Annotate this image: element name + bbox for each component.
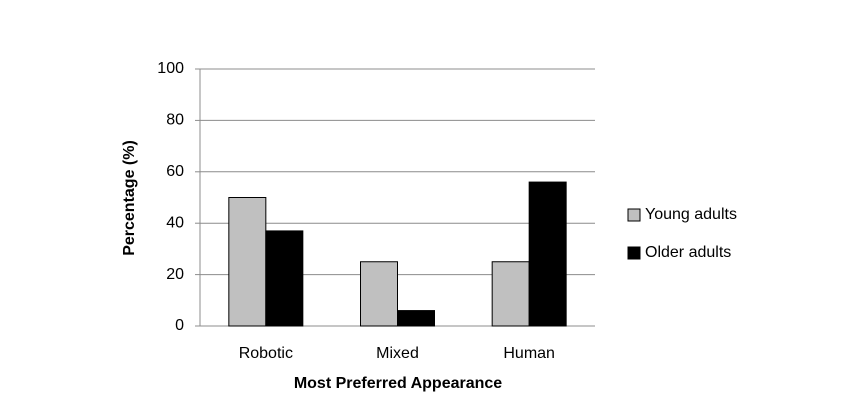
x-tick-label: Robotic — [239, 345, 293, 362]
x-tick-label: Human — [503, 345, 555, 362]
bar — [528, 181, 567, 327]
legend-swatch — [627, 208, 641, 222]
legend-swatch — [627, 246, 641, 260]
y-tick-label: 40 — [166, 214, 184, 231]
bar — [397, 310, 435, 327]
y-tick-label: 100 — [157, 60, 184, 77]
x-tick-label: Mixed — [376, 345, 419, 362]
x-axis-label: Most Preferred Appearance — [294, 375, 502, 392]
bar — [228, 197, 267, 327]
bar — [265, 230, 304, 327]
legend-label: Older adults — [645, 244, 731, 261]
legend-label: Young adults — [645, 206, 737, 223]
y-tick-label: 0 — [175, 317, 184, 334]
y-tick-label: 80 — [166, 112, 184, 129]
bar — [491, 261, 530, 327]
bar — [360, 261, 398, 327]
y-axis-label: Percentage (%) — [121, 140, 138, 256]
y-tick-label: 20 — [166, 266, 184, 283]
y-tick-label: 60 — [166, 163, 184, 180]
